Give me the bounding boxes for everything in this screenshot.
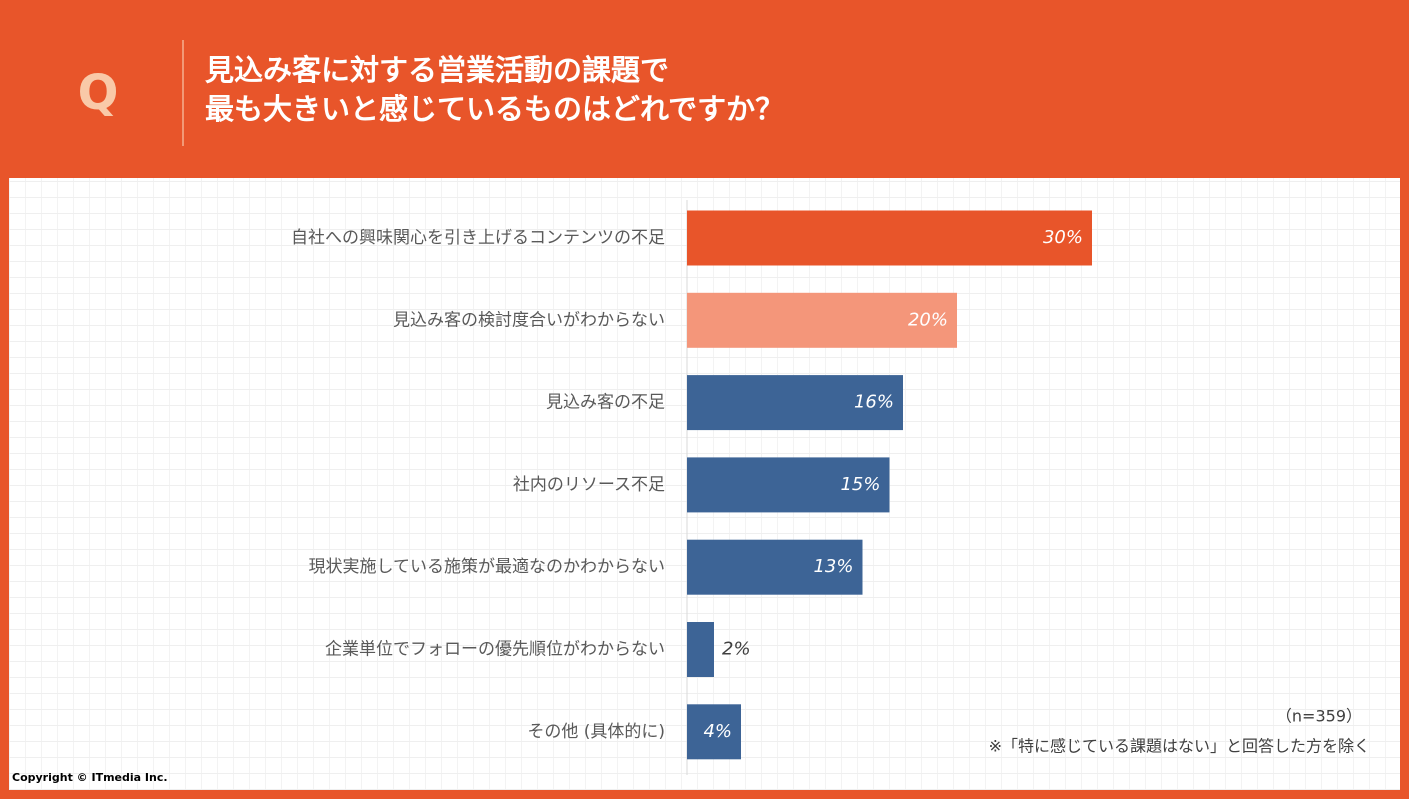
bar	[687, 210, 1092, 266]
question-badge: Q	[78, 65, 119, 121]
value-label: 13%	[813, 556, 853, 577]
category-label: 現状実施している施策が最適なのかわからない	[309, 557, 666, 577]
category-label: 自社への興味関心を引き上げるコンテンツの不足	[291, 228, 665, 248]
bar	[687, 292, 957, 348]
value-label: 15%	[840, 474, 880, 495]
chart-title: 最も大きいと感じているものはどれですか？	[205, 92, 784, 126]
chart-title: 見込み客に対する営業活動の課題で	[205, 53, 669, 87]
bar	[687, 375, 903, 431]
category-label: その他 (具体的に)	[527, 722, 665, 742]
bar	[687, 622, 714, 677]
category-label: 企業単位でフォローの優先順位がわからない	[325, 640, 665, 660]
sample-note: （n=359）	[1276, 707, 1362, 726]
value-label: 30%	[1043, 227, 1083, 248]
exclusion-note: ※「特に感じている課題はない」と回答した方を除く	[989, 737, 1370, 756]
copyright: Copyright © ITmedia Inc.	[12, 771, 168, 784]
bar	[687, 457, 890, 513]
value-label: 2%	[722, 639, 751, 660]
category-label: 見込み客の検討度合いがわからない	[393, 310, 665, 330]
category-label: 見込み客の不足	[546, 393, 665, 413]
bar	[687, 539, 863, 595]
value-label: 4%	[703, 721, 732, 742]
value-label: 20%	[908, 309, 948, 330]
value-label: 16%	[854, 392, 894, 413]
bar	[687, 704, 741, 760]
category-label: 社内のリソース不足	[513, 475, 665, 495]
